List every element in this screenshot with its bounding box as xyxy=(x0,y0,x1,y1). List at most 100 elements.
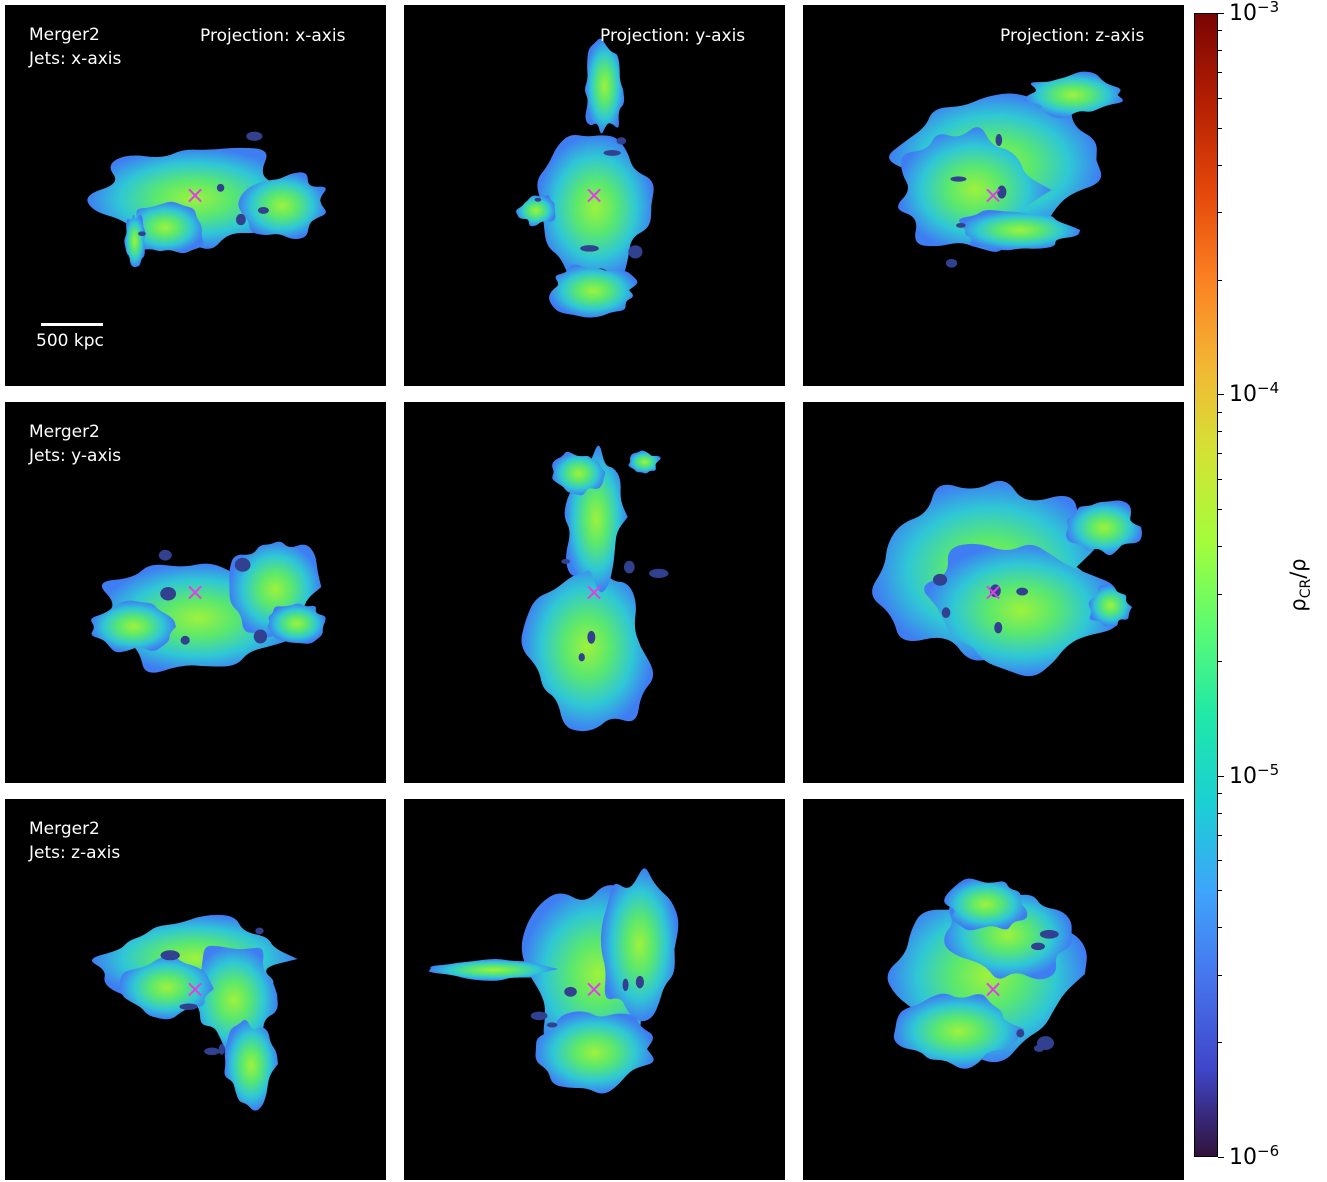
emission-region xyxy=(1088,584,1133,627)
emission-hole xyxy=(580,245,599,252)
colorbar-major-tick xyxy=(1218,1157,1224,1158)
emission-region xyxy=(267,603,326,644)
emission-region xyxy=(516,194,556,227)
center-marker: × xyxy=(584,975,604,1003)
emission-hole xyxy=(138,231,146,236)
colorbar-minor-tick xyxy=(1218,212,1222,214)
emission-hole xyxy=(561,559,571,564)
emission-hole xyxy=(218,1043,225,1055)
colorbar-major-tick xyxy=(1218,394,1224,396)
emission-hole xyxy=(578,653,585,662)
colorbar-minor-tick xyxy=(1218,927,1222,929)
emission-hole xyxy=(994,621,1003,634)
emission-hole xyxy=(950,176,967,182)
emission-hole xyxy=(534,197,542,202)
colorbar-minor-tick xyxy=(1218,793,1222,795)
colorbar xyxy=(1194,13,1218,1157)
projection-label-y: Projection: y-axis xyxy=(600,26,746,46)
emission-hole xyxy=(622,978,629,992)
emission-region xyxy=(1065,500,1142,556)
colorbar-tick-label: 10−5 xyxy=(1229,760,1280,789)
center-marker: × xyxy=(584,181,604,209)
center-marker: × xyxy=(983,181,1003,209)
colorbar-minor-tick xyxy=(1218,411,1222,413)
emission-hole xyxy=(635,975,645,989)
emission-hole xyxy=(649,568,669,578)
emission-region xyxy=(119,955,214,1020)
emission-hole xyxy=(216,183,225,192)
emission-hole xyxy=(179,1003,198,1010)
colorbar-minor-tick xyxy=(1218,431,1222,433)
emission-region xyxy=(552,451,606,496)
map-image: × xyxy=(521,445,669,732)
panel-r1c2: × xyxy=(404,5,785,386)
map-image: × xyxy=(91,914,298,1111)
emission-hole xyxy=(235,213,246,226)
emission-hole xyxy=(1016,587,1029,596)
colorbar-tick-label: 10−6 xyxy=(1229,1142,1280,1170)
emission-hole xyxy=(956,222,966,228)
emission-hole xyxy=(1033,1044,1045,1052)
emission-region xyxy=(428,958,559,981)
emission-region xyxy=(944,878,1028,931)
center-marker: × xyxy=(185,975,205,1003)
emission-hole xyxy=(941,607,951,619)
panel-r2c1: × xyxy=(5,402,386,783)
emission-region xyxy=(1023,71,1123,119)
emission-hole xyxy=(546,1022,558,1028)
panel-r2c3: × xyxy=(803,402,1184,783)
jets-label-row3: Jets: z-axis xyxy=(29,843,121,863)
emission-hole xyxy=(995,134,1003,146)
colorbar-minor-tick xyxy=(1218,1042,1222,1044)
emission-hole xyxy=(160,950,180,961)
emission-region xyxy=(91,600,176,653)
map-image: × xyxy=(872,480,1142,677)
projection-label-x: Projection: x-axis xyxy=(200,26,346,46)
map-image: × xyxy=(91,541,326,673)
map-image: × xyxy=(428,868,679,1094)
panel-r2c2: × xyxy=(404,402,785,783)
colorbar-minor-tick xyxy=(1218,593,1222,595)
emission-hole xyxy=(180,635,190,645)
center-marker: × xyxy=(185,181,205,209)
emission-region xyxy=(238,172,326,239)
colorbar-label: ρCR/ρ xyxy=(1285,558,1315,612)
center-marker: × xyxy=(983,578,1003,606)
colorbar-minor-tick xyxy=(1218,30,1222,32)
map-image: × xyxy=(887,878,1087,1069)
center-marker: × xyxy=(185,578,205,606)
emission-hole xyxy=(623,560,635,574)
emission-region xyxy=(189,945,278,1055)
emission-hole xyxy=(160,587,177,601)
colorbar-tick-label: 10−4 xyxy=(1229,379,1280,408)
emission-hole xyxy=(932,573,948,586)
projection-label-z: Projection: z-axis xyxy=(1000,26,1145,46)
emission-region xyxy=(584,38,625,134)
colorbar-minor-tick xyxy=(1218,509,1222,511)
colorbar-minor-tick xyxy=(1218,279,1222,281)
panel-r3c3: × xyxy=(803,799,1184,1180)
colorbar-minor-tick xyxy=(1218,834,1222,836)
emission-region xyxy=(600,868,679,1022)
colorbar-minor-tick xyxy=(1218,890,1222,892)
colorbar-minor-tick xyxy=(1218,127,1222,129)
emission-hole xyxy=(564,986,577,997)
emission-hole xyxy=(204,1047,220,1056)
emission-hole xyxy=(530,1011,548,1021)
center-marker: × xyxy=(983,975,1003,1003)
emission-hole xyxy=(989,584,1001,598)
simulation-label-row3: Merger2 xyxy=(29,819,100,839)
emission-hole xyxy=(1016,1029,1025,1038)
emission-hole xyxy=(603,149,621,156)
map-image: × xyxy=(87,131,326,268)
map-image: × xyxy=(516,38,654,318)
emission-region xyxy=(628,450,661,474)
emission-region xyxy=(126,201,204,254)
emission-hole xyxy=(628,245,643,259)
scale-bar-label: 500 kpc xyxy=(36,331,104,351)
colorbar-minor-tick xyxy=(1218,478,1222,480)
panel-r3c2: × xyxy=(404,799,785,1180)
emission-hole xyxy=(246,131,263,141)
emission-region xyxy=(549,264,638,318)
center-marker: × xyxy=(584,578,604,606)
